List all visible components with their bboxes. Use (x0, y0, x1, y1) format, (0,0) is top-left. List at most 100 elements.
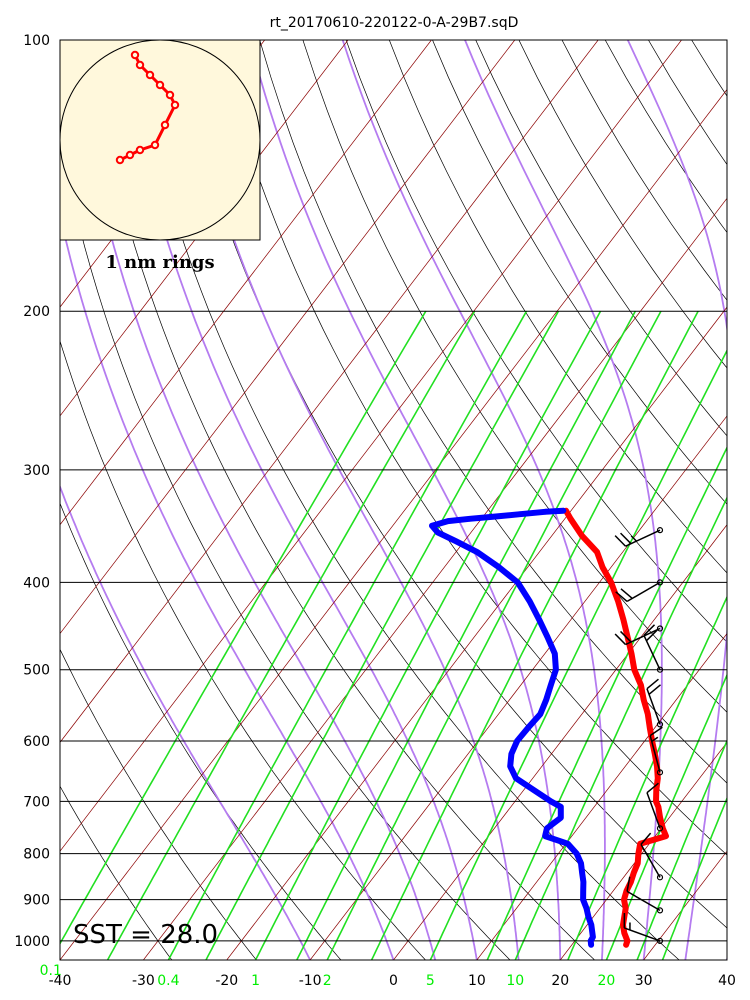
temperature-tick-label: 10 (468, 973, 486, 989)
mixing-ratio-line (254, 310, 602, 960)
dry-adiabat (60, 785, 173, 960)
dry-adiabat (475, 40, 727, 437)
pressure-tick-label: 800 (23, 847, 50, 863)
temperature-tick-label: 20 (551, 973, 569, 989)
mixing-ratio-line (636, 738, 727, 960)
plot-frame (59, 39, 728, 961)
dry-adiabat (216, 40, 727, 856)
mixing-ratio-line (429, 348, 727, 960)
isotherm (60, 40, 682, 852)
wind-barb-flag (620, 630, 632, 643)
moist-adiabat (60, 210, 395, 960)
mixing-ratio-line (296, 310, 637, 960)
wind-barb (615, 579, 664, 603)
wind-barb-staff (626, 890, 661, 912)
isotherm (559, 741, 727, 960)
mixing-ratio-line (661, 796, 727, 960)
hodograph-point (170, 100, 180, 110)
dry-adiabat (432, 40, 727, 505)
wind-barb-flag (643, 624, 656, 636)
hodograph-point (160, 120, 170, 130)
wind-barbs (614, 527, 664, 945)
mixing-ratio-line (514, 495, 727, 960)
hodograph-point (125, 150, 135, 160)
moist-adiabat (248, 40, 562, 960)
wind-barb-flag (646, 678, 659, 690)
wind-barb-station (656, 825, 664, 832)
wind-barb-flag (614, 633, 627, 646)
mixing-ratio-line (486, 445, 727, 960)
hodograph-label: 1 nm rings (105, 252, 214, 273)
wind-barb-station (656, 874, 664, 881)
wind-barb-station (656, 527, 664, 534)
dry-adiabats (60, 40, 750, 960)
moist-adiabat (70, 40, 437, 960)
wind-barb-flag (649, 726, 663, 737)
wind-barb (614, 527, 664, 547)
mixing-ratio-tick-label: 0.1 (40, 963, 62, 979)
mixing-ratio-line (605, 673, 727, 960)
dry-adiabat (60, 139, 511, 960)
wind-barb-flag (620, 532, 632, 545)
temperature-tick-label: -10 (299, 973, 322, 989)
pressure-tick-label: 100 (23, 33, 50, 49)
wind-barb-flag (646, 782, 659, 794)
hodograph-ring (59, 39, 261, 241)
wind-barb-staff (649, 735, 661, 773)
pressure-axis-labels: 100 200 300 400 500 600 700 800 900 1000 (14, 33, 50, 950)
isotherm (393, 524, 727, 960)
pressure-tick-label: 200 (23, 304, 50, 320)
mixing-ratio-labels: 0.1 0.4 1 2 5 10 20 (40, 963, 616, 989)
wind-barb-flag (615, 591, 628, 602)
dry-adiabat (302, 40, 727, 713)
wind-barb (623, 913, 664, 945)
mixing-ratio-tick-label: 1 (251, 973, 260, 989)
dewpoint-point (517, 511, 523, 517)
mixing-ratio-tick-label: 20 (598, 973, 616, 989)
hodograph-point (150, 140, 160, 150)
pressure-tick-label: 700 (23, 794, 50, 810)
isobars (60, 40, 727, 942)
wind-barb-staff (625, 529, 661, 547)
mixing-ratio-line (167, 310, 528, 960)
sst-label: SST = 28.0 (73, 920, 218, 950)
wind-barb-station (656, 625, 664, 632)
wind-barb-flag (645, 629, 658, 642)
pressure-tick-label: 300 (23, 463, 50, 479)
dry-adiabat (129, 40, 680, 960)
hodograph-point (115, 155, 125, 165)
pressure-tick-label: 500 (23, 663, 50, 679)
isotherm (60, 88, 727, 960)
dry-adiabat (345, 40, 727, 643)
temperature-tick-label: -30 (132, 973, 155, 989)
hodograph-point (145, 70, 155, 80)
mixing-ratio-tick-label: 0.4 (157, 973, 179, 989)
moist-adiabat (726, 954, 727, 960)
wind-barb-staff (640, 844, 661, 878)
wind-barb (649, 726, 664, 776)
isotherm (143, 197, 727, 960)
moist-adiabat (626, 40, 727, 960)
wind-barb-flag (626, 876, 631, 892)
isotherm (226, 306, 727, 960)
mixing-ratio-line (567, 595, 727, 960)
dry-adiabat (735, 40, 750, 960)
mixing-ratio-line (370, 310, 699, 960)
wind-barb (646, 782, 664, 832)
hodograph-point (130, 50, 140, 60)
wind-barb-flag (640, 832, 652, 845)
wind-barb-staff (626, 581, 661, 603)
isotherm (60, 40, 432, 526)
hodograph-point (155, 80, 165, 90)
wind-barb-station (656, 769, 664, 776)
wind-barb-station (656, 579, 664, 586)
wind-barb-flag (620, 588, 633, 599)
temperature-tick-label: 30 (635, 973, 653, 989)
wind-barb-flag (614, 535, 627, 547)
hodograph-background (59, 39, 261, 241)
hodograph-point (165, 90, 175, 100)
dewpoint-point (542, 509, 548, 515)
pressure-tick-label: 400 (23, 575, 50, 591)
mixing-ratio-lines (60, 310, 727, 960)
dry-adiabat (60, 648, 257, 960)
